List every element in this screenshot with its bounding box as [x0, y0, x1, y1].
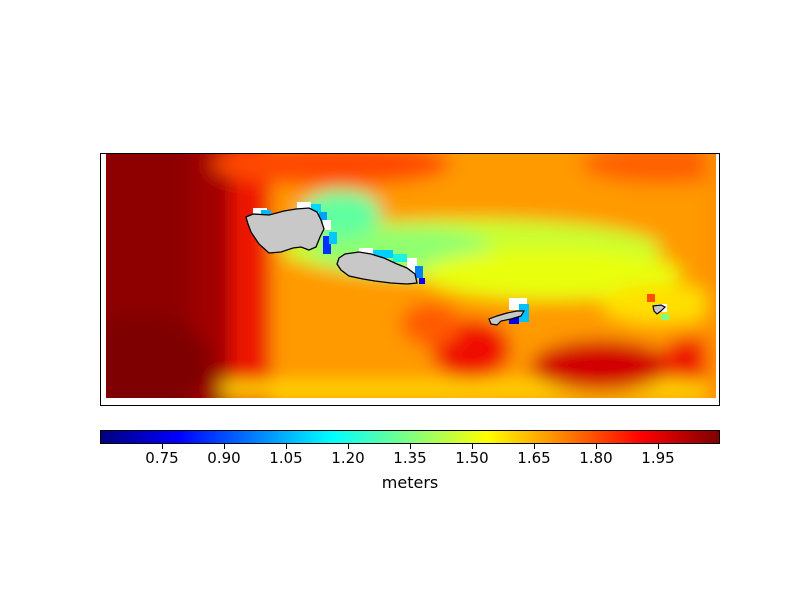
colorbar — [100, 430, 720, 444]
colorbar-tick-label: 0.75 — [145, 449, 179, 467]
colorbar-tick-label: 1.05 — [269, 449, 303, 467]
colorbar-tick — [410, 444, 411, 449]
wave-height-field — [101, 154, 719, 405]
colorbar-tick-label: 1.35 — [393, 449, 427, 467]
colorbar-tick — [472, 444, 473, 449]
map-panel — [100, 153, 720, 406]
colorbar-tick — [286, 444, 287, 449]
colorbar-tick-label: 0.90 — [207, 449, 241, 467]
island-upolu — [336, 251, 418, 285]
colorbar-tick — [658, 444, 659, 449]
colorbar-tick — [224, 444, 225, 449]
island-savaii — [245, 207, 325, 254]
colorbar-tick-label: 1.20 — [331, 449, 365, 467]
colorbar-unit-label: meters — [381, 473, 439, 492]
colorbar-tick — [596, 444, 597, 449]
colorbar-tick-label: 1.65 — [517, 449, 551, 467]
islands — [245, 207, 667, 326]
colorbar-tick-label: 1.80 — [579, 449, 613, 467]
colorbar-ticks — [100, 444, 720, 450]
colorbar-tick — [348, 444, 349, 449]
colorbar-tick — [162, 444, 163, 449]
colorbar-tick-label: 1.50 — [455, 449, 489, 467]
island-aunuu — [652, 304, 667, 315]
colorbar-tick — [534, 444, 535, 449]
island-tutuila — [488, 310, 526, 326]
colorbar-tick-label: 1.95 — [641, 449, 675, 467]
